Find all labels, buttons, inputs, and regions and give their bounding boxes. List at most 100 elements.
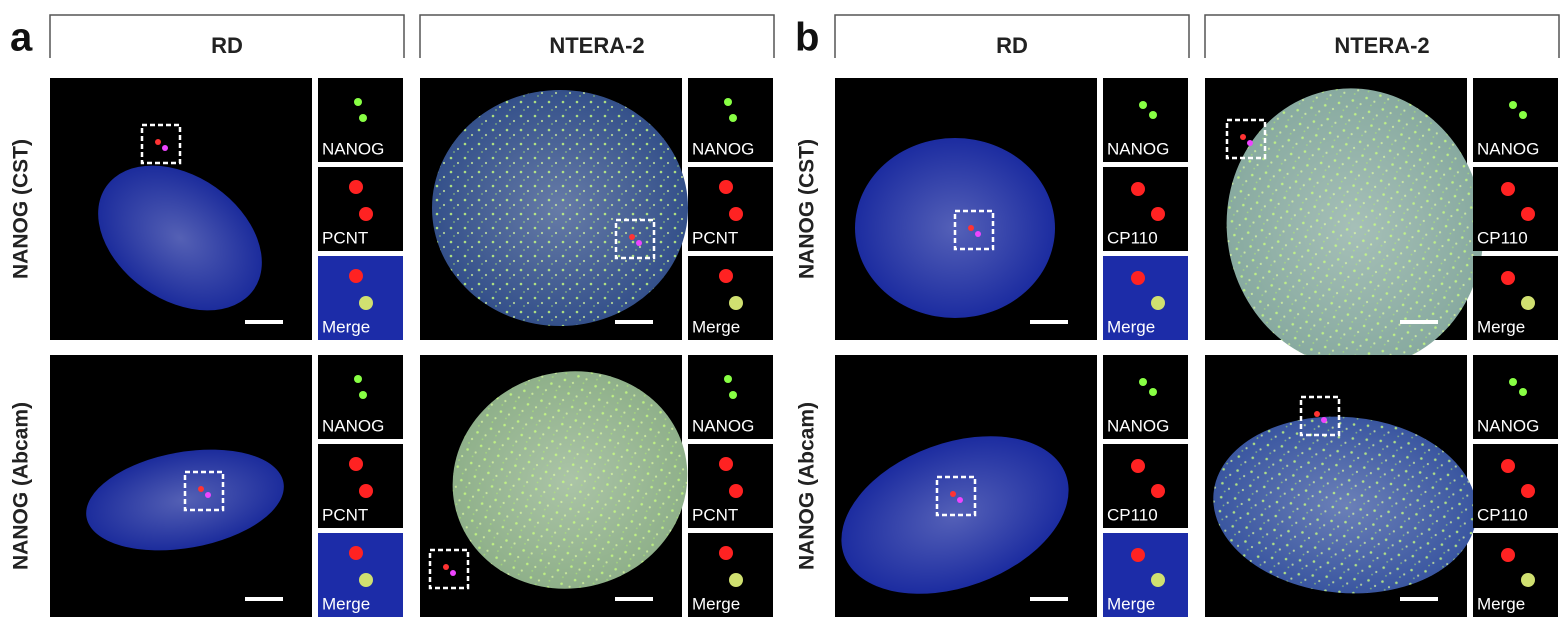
centrosome bbox=[155, 139, 161, 145]
centrosome bbox=[1240, 134, 1246, 140]
panel-label: a bbox=[10, 16, 33, 60]
column-title: RD bbox=[996, 33, 1028, 58]
inset bbox=[1103, 444, 1188, 528]
inset-signal bbox=[349, 457, 363, 471]
inset-signal bbox=[719, 269, 733, 283]
inset-label: NANOG bbox=[1477, 139, 1539, 158]
inset bbox=[688, 256, 773, 340]
roi-box bbox=[428, 548, 470, 590]
inset-signal bbox=[1501, 271, 1515, 285]
roi-box bbox=[140, 123, 182, 165]
inset-label: Merge bbox=[1477, 594, 1525, 613]
inset-signal bbox=[1131, 459, 1145, 473]
speckles bbox=[1213, 416, 1477, 594]
inset-label: PCNT bbox=[322, 505, 368, 524]
inset-signal bbox=[1521, 573, 1535, 587]
inset-signal bbox=[724, 98, 732, 106]
inset-signal bbox=[729, 573, 743, 587]
centrosome bbox=[443, 564, 449, 570]
roi-box bbox=[614, 218, 656, 260]
centrosome bbox=[636, 240, 642, 246]
inset-signal bbox=[719, 457, 733, 471]
inset-signal bbox=[359, 391, 367, 399]
inset-signal bbox=[359, 296, 373, 310]
inset-signal bbox=[729, 114, 737, 122]
centrosome bbox=[162, 145, 168, 151]
column-bracket bbox=[834, 14, 1190, 58]
inset-label: CP110 bbox=[1107, 505, 1158, 524]
row-label: NANOG (CST) bbox=[796, 139, 819, 279]
inset-label: Merge bbox=[322, 317, 370, 336]
inset-signal bbox=[719, 180, 733, 194]
inset bbox=[1473, 355, 1558, 439]
inset-signal bbox=[724, 375, 732, 383]
inset bbox=[1103, 355, 1188, 439]
inset bbox=[688, 167, 773, 251]
inset-signal bbox=[1501, 548, 1515, 562]
image-cell: NANOG CP110 Merge bbox=[1205, 355, 1558, 617]
inset-signal bbox=[1151, 296, 1165, 310]
roi-box bbox=[1225, 118, 1267, 160]
inset-signal bbox=[1509, 378, 1517, 386]
inset-signal bbox=[1151, 207, 1165, 221]
centrosome bbox=[975, 231, 981, 237]
inset-label: Merge bbox=[1107, 317, 1155, 336]
centrosome bbox=[957, 497, 963, 503]
inset-signal bbox=[359, 484, 373, 498]
inset-label: PCNT bbox=[322, 228, 368, 247]
centrosome bbox=[205, 492, 211, 498]
inset bbox=[1103, 78, 1188, 162]
inset-signal bbox=[349, 180, 363, 194]
image-cell: NANOG CP110 Merge bbox=[835, 78, 1188, 340]
centrosome bbox=[1314, 411, 1320, 417]
inset-label: NANOG bbox=[322, 416, 384, 435]
inset bbox=[1103, 533, 1188, 617]
inset-signal bbox=[1521, 207, 1535, 221]
roi-box bbox=[953, 209, 995, 251]
inset bbox=[318, 533, 403, 617]
inset-label: Merge bbox=[692, 594, 740, 613]
inset bbox=[688, 444, 773, 528]
image-cell: NANOG PCNT Merge bbox=[420, 355, 773, 617]
inset-label: NANOG bbox=[692, 139, 754, 158]
inset-signal bbox=[1519, 111, 1527, 119]
inset-label: CP110 bbox=[1477, 228, 1528, 247]
inset-signal bbox=[1149, 388, 1157, 396]
inset bbox=[1103, 256, 1188, 340]
inset-signal bbox=[349, 546, 363, 560]
inset-signal bbox=[729, 391, 737, 399]
inset-label: CP110 bbox=[1477, 505, 1528, 524]
row-label: NANOG (CST) bbox=[10, 139, 33, 279]
inset bbox=[688, 533, 773, 617]
inset-signal bbox=[1501, 459, 1515, 473]
inset-signal bbox=[354, 375, 362, 383]
inset-signal bbox=[1151, 573, 1165, 587]
roi-box bbox=[183, 470, 225, 512]
image-cell: NANOG PCNT Merge bbox=[420, 78, 773, 340]
nucleus-glow bbox=[855, 138, 1055, 318]
inset-signal bbox=[729, 484, 743, 498]
inset-signal bbox=[1139, 378, 1147, 386]
row-label: NANOG (Abcam) bbox=[10, 402, 33, 570]
inset-label: NANOG bbox=[1107, 416, 1169, 435]
image-cell: NANOG CP110 Merge bbox=[835, 355, 1188, 617]
panel-label: b bbox=[795, 16, 819, 60]
inset bbox=[1473, 444, 1558, 528]
centrosome bbox=[1247, 140, 1253, 146]
inset-signal bbox=[1501, 182, 1515, 196]
inset-label: PCNT bbox=[692, 228, 738, 247]
inset-signal bbox=[359, 207, 373, 221]
inset-signal bbox=[1139, 101, 1147, 109]
inset bbox=[1473, 256, 1558, 340]
column-bracket bbox=[419, 14, 775, 58]
row-label: NANOG (Abcam) bbox=[796, 402, 819, 570]
inset-label: Merge bbox=[1477, 317, 1525, 336]
inset-signal bbox=[1131, 548, 1145, 562]
inset-signal bbox=[729, 296, 743, 310]
centrosome bbox=[629, 234, 635, 240]
inset-signal bbox=[1519, 388, 1527, 396]
inset-label: NANOG bbox=[1477, 416, 1539, 435]
image-cell: NANOG PCNT Merge bbox=[50, 355, 403, 617]
centrosome bbox=[950, 491, 956, 497]
